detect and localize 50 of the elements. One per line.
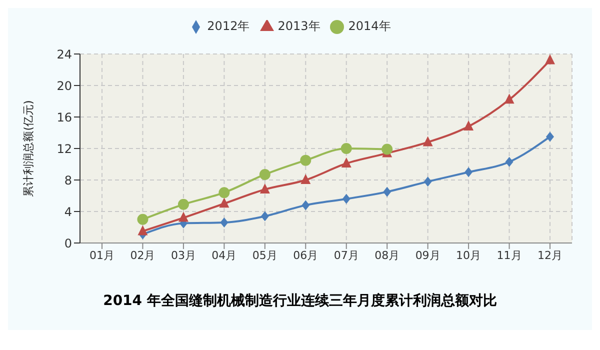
x-tick-label: 12月 xyxy=(538,248,562,262)
y-tick-label: 0 xyxy=(64,236,72,250)
x-tick-label: 05月 xyxy=(252,248,278,262)
x-tick-label: 07月 xyxy=(334,248,359,262)
point xyxy=(220,218,228,228)
point xyxy=(259,168,270,180)
y-tick-label: 12 xyxy=(56,142,72,156)
point xyxy=(505,156,514,167)
y-tick-label: 4 xyxy=(64,204,72,219)
x-tick-label: 06月 xyxy=(293,248,318,262)
point xyxy=(422,136,433,146)
point xyxy=(137,214,148,225)
x-tick-label: 11月 xyxy=(496,248,522,262)
x-tick-label: 02月 xyxy=(130,248,156,262)
y-axis-title: 累计利润总额(亿元) xyxy=(22,100,35,197)
x-tick-label: 08月 xyxy=(374,248,400,262)
point xyxy=(464,120,474,130)
point xyxy=(300,154,312,166)
point xyxy=(260,211,269,222)
point xyxy=(340,143,352,154)
point xyxy=(138,225,148,236)
point xyxy=(504,94,514,104)
point xyxy=(341,157,352,168)
y-tick-label: 24 xyxy=(56,47,72,62)
point xyxy=(342,194,350,204)
point xyxy=(300,174,311,184)
point xyxy=(218,187,230,198)
x-tick-label: 09月 xyxy=(415,248,440,262)
x-tick-label: 04月 xyxy=(212,248,237,262)
y-tick-label: 16 xyxy=(56,110,72,124)
point xyxy=(464,167,473,178)
text: 2014 年全国缝制机械制造行业连续三年月度累计利润总额对比 xyxy=(102,292,498,311)
point xyxy=(260,183,270,194)
point xyxy=(545,54,555,64)
y-tick-label: 8 xyxy=(64,173,72,188)
point xyxy=(546,132,554,142)
legend-label: 2012年 xyxy=(207,19,250,33)
legend-label: 2014年 xyxy=(348,19,391,33)
x-tick-label: 01月 xyxy=(90,248,114,262)
point xyxy=(383,186,392,197)
x-tick-label: 03月 xyxy=(170,248,196,262)
point xyxy=(424,176,432,187)
point xyxy=(219,198,230,208)
point xyxy=(302,200,310,210)
y-tick-label: 20 xyxy=(56,78,72,93)
point xyxy=(382,144,393,155)
point xyxy=(178,212,188,222)
point xyxy=(178,198,189,210)
x-tick-label: 10月 xyxy=(456,248,482,262)
legend-label: 2013年 xyxy=(278,19,320,33)
